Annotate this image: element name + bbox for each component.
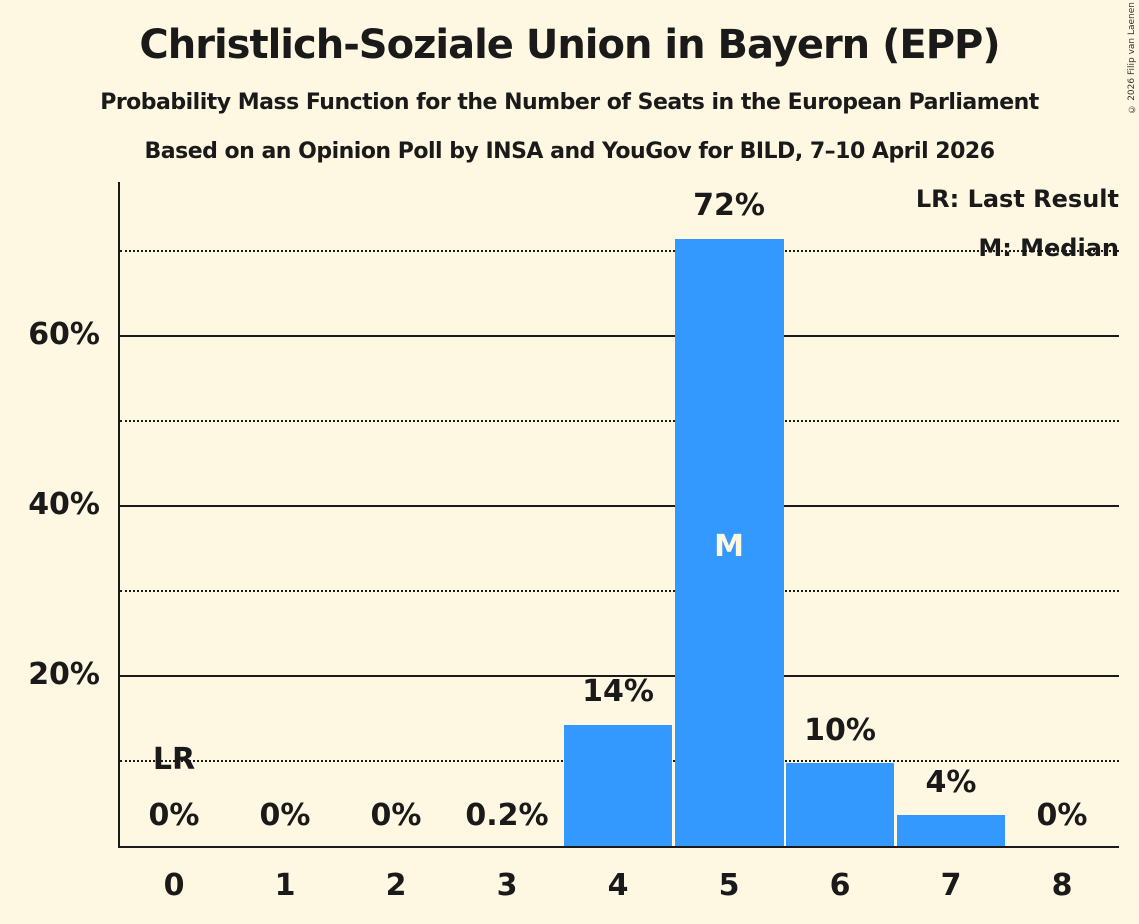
chart-title: Christlich-Soziale Union in Bayern (EPP)	[139, 22, 1000, 68]
gridline-50	[120, 420, 1119, 422]
bar-seats-5	[675, 239, 784, 847]
bar-label-0: 0%	[148, 798, 200, 833]
x-tick-8: 8	[1051, 868, 1073, 903]
bar-label-5: 72%	[693, 188, 765, 223]
legend-median: M: Median	[978, 234, 1119, 262]
y-tick-20: 20%	[28, 657, 100, 692]
x-tick-5: 5	[718, 868, 740, 903]
x-axis	[118, 846, 1119, 848]
x-tick-7: 7	[940, 868, 962, 903]
x-tick-6: 6	[829, 868, 851, 903]
bar-label-1: 0%	[259, 798, 311, 833]
gridline-20	[120, 675, 1119, 677]
bar-seats-7	[897, 815, 1005, 847]
bar-label-2: 0%	[370, 798, 422, 833]
bar-label-7: 4%	[925, 765, 977, 800]
bar-label-8: 0%	[1036, 798, 1088, 833]
bar-seats-6	[786, 763, 894, 847]
x-tick-4: 4	[607, 868, 629, 903]
y-tick-40: 40%	[28, 487, 100, 522]
x-tick-2: 2	[385, 868, 407, 903]
bar-seats-4	[564, 725, 672, 847]
gridline-60	[120, 335, 1119, 337]
bar-label-4: 14%	[582, 674, 654, 709]
last-result-marker: LR	[152, 742, 196, 777]
median-marker: M	[714, 529, 744, 564]
legend-last-result: LR: Last Result	[915, 185, 1119, 213]
y-axis	[118, 182, 120, 848]
gridline-70	[120, 250, 1119, 252]
chart-subtitle: Probability Mass Function for the Number…	[100, 90, 1039, 115]
gridline-30	[120, 590, 1119, 592]
gridline-40	[120, 505, 1119, 507]
x-tick-0: 0	[163, 868, 185, 903]
chart-caption: Based on an Opinion Poll by INSA and You…	[144, 139, 995, 164]
y-tick-60: 60%	[28, 317, 100, 352]
bar-label-6: 10%	[804, 713, 876, 748]
x-tick-1: 1	[274, 868, 296, 903]
x-tick-3: 3	[496, 868, 518, 903]
bar-label-3: 0.2%	[465, 798, 549, 833]
